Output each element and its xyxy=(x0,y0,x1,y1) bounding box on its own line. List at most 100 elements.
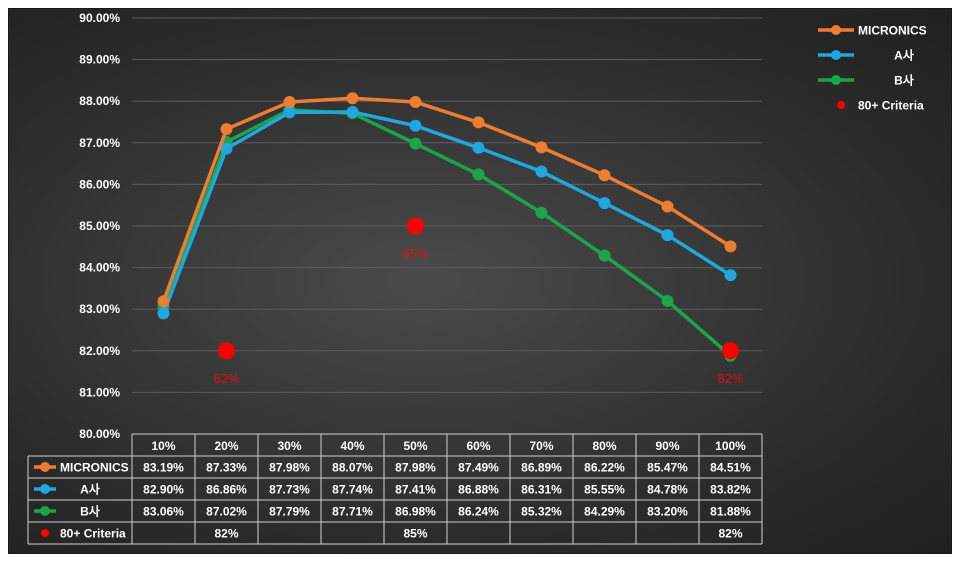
series-line xyxy=(161,110,732,314)
data-point xyxy=(220,142,233,155)
data-point xyxy=(409,96,422,109)
table-cell: 84.78% xyxy=(647,483,688,497)
row-key-marker xyxy=(40,484,50,494)
table-cell: 87.73% xyxy=(269,483,310,497)
data-point xyxy=(472,141,485,154)
data-point xyxy=(535,206,548,219)
y-tick-label: 89.00% xyxy=(79,53,120,67)
criteria-label: 82% xyxy=(717,371,743,386)
table-cell: 86.24% xyxy=(458,505,499,519)
table-cell: 85% xyxy=(403,527,427,541)
table-cell: 86.88% xyxy=(458,483,499,497)
data-point xyxy=(346,106,359,119)
y-axis: 80.00% 81.00% 82.00% 83.00% 84.00% 85.00% 86.0… xyxy=(79,11,120,441)
table-cell: 87.41% xyxy=(395,483,436,497)
table-cell: 82.90% xyxy=(143,483,184,497)
row-key-marker xyxy=(40,462,50,472)
table-cell: 86.22% xyxy=(584,461,625,475)
x-tick-label: 60% xyxy=(466,439,490,453)
data-point xyxy=(724,269,737,282)
data-point xyxy=(157,295,170,308)
data-point xyxy=(472,168,485,181)
table-cell: 86.86% xyxy=(206,483,247,497)
row-key-marker xyxy=(40,506,50,516)
table-cell: 86.31% xyxy=(521,483,562,497)
table-cell: 87.02% xyxy=(206,505,247,519)
table-cell: 87.98% xyxy=(395,461,436,475)
y-tick-label: 86.00% xyxy=(79,177,120,191)
row-header: MICRONICS xyxy=(60,461,129,475)
row-key-marker xyxy=(41,529,49,537)
criteria-label: 82% xyxy=(213,371,239,386)
legend-key-marker xyxy=(831,75,841,85)
row-header: B사 xyxy=(80,504,100,519)
table-cell: 87.98% xyxy=(269,461,310,475)
table-cell: 87.71% xyxy=(332,505,373,519)
criteria-point xyxy=(218,342,235,360)
table-cell: 84.51% xyxy=(710,461,751,475)
data-point xyxy=(535,141,548,154)
data-point xyxy=(598,249,611,262)
series-line xyxy=(161,108,732,358)
x-tick-label: 70% xyxy=(529,439,553,453)
y-tick-label: 90.00% xyxy=(79,11,120,25)
legend: MICRONICS A사 B사 80+ Criteria xyxy=(818,24,927,113)
x-tick-label: 10% xyxy=(151,439,175,453)
data-point xyxy=(409,137,422,150)
criteria-point xyxy=(722,342,739,360)
criteria-group: 82% 85% 82% xyxy=(213,217,744,386)
table-cell: 85.32% xyxy=(521,505,562,519)
data-point xyxy=(283,96,296,109)
table-cell: 81.88% xyxy=(710,505,751,519)
x-tick-label: 100% xyxy=(715,439,746,453)
data-point xyxy=(346,92,359,105)
x-tick-label: 20% xyxy=(214,439,238,453)
y-tick-label: 84.00% xyxy=(79,261,120,275)
data-point xyxy=(283,106,296,119)
x-tick-label: 30% xyxy=(277,439,301,453)
legend-key-marker xyxy=(831,25,841,35)
table-cell: 83.19% xyxy=(143,461,184,475)
criteria-label: 85% xyxy=(402,246,428,261)
data-point xyxy=(409,119,422,132)
table-cell: 83.20% xyxy=(647,505,688,519)
legend-label: A사 xyxy=(894,48,914,63)
table-cell: 86.89% xyxy=(521,461,562,475)
series-group xyxy=(157,92,737,362)
data-point xyxy=(661,200,674,213)
table-cell: 84.29% xyxy=(584,505,625,519)
data-point xyxy=(661,294,674,307)
x-tick-label: 90% xyxy=(655,439,679,453)
x-tick-label: 50% xyxy=(403,439,427,453)
table-cell: 85.55% xyxy=(584,483,625,497)
chart-frame xyxy=(8,8,952,554)
criteria-point xyxy=(407,217,424,235)
data-point xyxy=(598,197,611,210)
data-point xyxy=(220,123,233,136)
data-point xyxy=(598,169,611,182)
table-cell: 87.33% xyxy=(206,461,247,475)
legend-label: 80+ Criteria xyxy=(858,99,924,113)
legend-key-marker xyxy=(837,101,845,109)
table-cell: 87.74% xyxy=(332,483,373,497)
table-cell: 83.06% xyxy=(143,505,184,519)
y-tick-label: 87.00% xyxy=(79,136,120,150)
table-cell: 82% xyxy=(214,527,238,541)
table-cell: 87.49% xyxy=(458,461,499,475)
row-header: 80+ Criteria xyxy=(60,527,126,541)
table-cell: 86.98% xyxy=(395,505,436,519)
data-point xyxy=(661,229,674,242)
x-tick-label: 80% xyxy=(592,439,616,453)
data-table: 10% 20% 30% 40% 50% 60% 70% 80% 90% 100% MICRONICS… xyxy=(27,433,763,545)
data-point xyxy=(472,116,485,129)
table-cell: 87.79% xyxy=(269,505,310,519)
legend-label: B사 xyxy=(894,73,914,88)
data-point xyxy=(157,307,170,320)
y-tick-label: 82.00% xyxy=(79,344,120,358)
y-tick-label: 81.00% xyxy=(79,385,120,399)
y-tick-label: 88.00% xyxy=(79,94,120,108)
y-tick-label: 85.00% xyxy=(79,219,120,233)
x-tick-label: 40% xyxy=(340,439,364,453)
data-point xyxy=(724,240,737,253)
